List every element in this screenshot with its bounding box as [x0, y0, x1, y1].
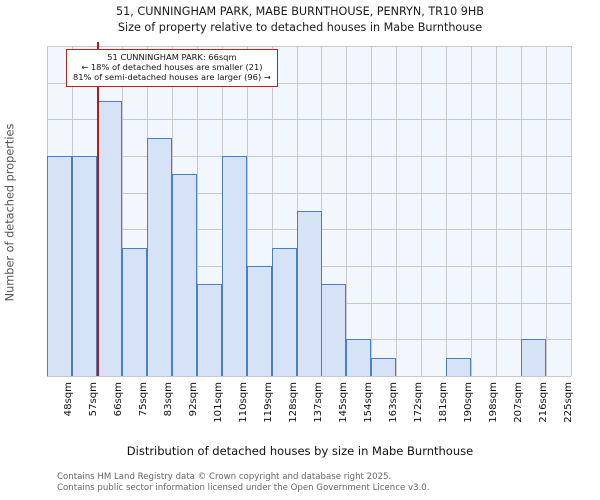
histogram-bar [446, 357, 471, 376]
x-tick-label: 207sqm [512, 382, 524, 423]
callout-line-3: 81% of semi-detached houses are larger (… [73, 72, 271, 83]
histogram-bar [72, 156, 97, 376]
histogram-bar [122, 247, 147, 376]
gridline-vertical [571, 46, 572, 376]
histogram-bar [346, 339, 371, 376]
x-tick-label: 145sqm [337, 382, 349, 423]
gridline-vertical [197, 46, 198, 376]
histogram-bar [247, 266, 272, 376]
gridline-horizontal [47, 46, 571, 47]
x-tick-label: 137sqm [313, 382, 324, 423]
gridline-vertical [421, 46, 422, 376]
gridline-vertical [546, 46, 547, 376]
gridline-vertical [247, 46, 248, 376]
x-tick-label: 92sqm [188, 382, 200, 417]
histogram-bar [47, 156, 72, 376]
footer-attribution: Contains HM Land Registry data © Crown c… [57, 472, 429, 493]
x-tick-label: 128sqm [288, 382, 300, 423]
x-tick-label: 75sqm [138, 382, 150, 417]
x-tick-label: 119sqm [263, 382, 275, 423]
gridline-vertical [471, 46, 472, 376]
x-axis-line [47, 376, 571, 377]
histogram-bar [222, 156, 247, 376]
callout-line-1: 51 CUNNINGHAM PARK: 66sqm [107, 52, 237, 62]
footer-line-2: Contains public sector information licen… [57, 482, 430, 493]
gridline-horizontal [47, 192, 571, 194]
callout-line-2: ← 18% of detached houses are smaller (21… [81, 62, 263, 73]
gridline-vertical [446, 46, 447, 376]
x-tick-label: 198sqm [487, 382, 499, 423]
y-axis-label: Number of detached properties [3, 123, 17, 302]
histogram-bar [197, 284, 222, 376]
gridline-vertical [371, 46, 372, 376]
x-tick-label: 48sqm [63, 382, 75, 417]
y-axis-label-wrap: Number of detached properties [0, 46, 17, 376]
property-marker-line [97, 42, 99, 376]
plot-area [47, 42, 572, 377]
x-tick-label: 181sqm [437, 382, 449, 423]
gridline-horizontal [47, 119, 571, 121]
histogram-bar [521, 339, 546, 376]
gridline-vertical [521, 46, 522, 376]
gridline-horizontal [47, 82, 571, 84]
gridline-vertical [272, 46, 273, 376]
gridline-horizontal [47, 156, 571, 157]
histogram-bar [297, 211, 322, 376]
page-title: 51, CUNNINGHAM PARK, MABE BURNTHOUSE, PE… [116, 5, 484, 18]
x-tick-label: 101sqm [213, 382, 225, 423]
x-tick-label: 190sqm [462, 382, 474, 423]
chart-title-block: 51, CUNNINGHAM PARK, MABE BURNTHOUSE, PE… [0, 4, 600, 36]
histogram-bar [321, 284, 346, 376]
x-tick-label: 163sqm [387, 382, 399, 423]
x-tick-label: 57sqm [88, 382, 100, 417]
x-tick-label: 110sqm [238, 382, 250, 423]
x-tick-label: 66sqm [113, 382, 125, 417]
histogram-bar [371, 357, 396, 376]
x-tick-label: 172sqm [412, 382, 424, 423]
gridline-vertical [122, 46, 123, 376]
x-tick-label: 225sqm [562, 382, 574, 423]
gridline-vertical [346, 46, 347, 376]
histogram-bar [172, 174, 197, 376]
histogram-bar [272, 247, 297, 376]
property-callout: 51 CUNNINGHAM PARK: 66sqm ← 18% of detac… [66, 49, 278, 87]
gridline-vertical [496, 46, 497, 376]
page-subtitle: Size of property relative to detached ho… [117, 21, 483, 34]
x-tick-label: 83sqm [163, 382, 175, 417]
gridline-vertical [396, 46, 397, 376]
histogram-bar [147, 137, 172, 376]
x-tick-label: 216sqm [537, 382, 549, 423]
x-axis-label: Distribution of detached houses by size … [126, 444, 474, 458]
histogram-bar [97, 101, 122, 376]
footer-line-1: Contains HM Land Registry data © Crown c… [57, 472, 392, 482]
x-tick-label: 154sqm [362, 382, 374, 423]
